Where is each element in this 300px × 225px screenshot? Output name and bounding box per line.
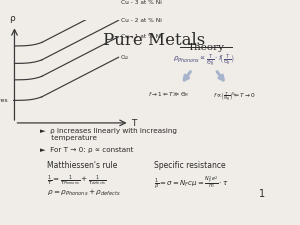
Text: $\frac{1}{\rho} = \sigma = N_F c\mu = \frac{N_F^2 e^2}{m} \cdot \tau$: $\frac{1}{\rho} = \sigma = N_F c\mu = \f… [154, 175, 229, 192]
Text: Theory: Theory [188, 43, 225, 52]
Text: Cu - 3 at % Ni: Cu - 3 at % Ni [121, 0, 162, 5]
Text: ►  For T → 0: ρ ∝ constant: ► For T → 0: ρ ∝ constant [40, 147, 133, 153]
Text: ρres: ρres [0, 98, 8, 103]
Text: Cu - 2 at % Ni: Cu - 2 at % Ni [121, 18, 162, 23]
Text: $\rho = \rho_{Phonons} + \rho_{defects}$: $\rho = \rho_{Phonons} + \rho_{defects}$ [47, 188, 121, 198]
Text: Matthiessen's rule: Matthiessen's rule [47, 161, 117, 170]
Text: Specific resistance: Specific resistance [154, 161, 225, 170]
Text: $f \to 1 \Leftarrow T \gg \Theta_R$: $f \to 1 \Leftarrow T \gg \Theta_R$ [148, 90, 190, 99]
Text: Cu - 1 at % Ni: Cu - 1 at % Ni [121, 34, 161, 39]
Text: $\frac{1}{\tau} = \frac{1}{\tau_{Phonons}} + \frac{1}{\tau_{defects}}$: $\frac{1}{\tau} = \frac{1}{\tau_{Phonons… [47, 173, 106, 188]
Text: T: T [130, 119, 136, 128]
Text: $f \propto \!\left(\frac{T}{\Theta_R}\right)^{\!5}\!\! \Leftarrow T \to 0$: $f \propto \!\left(\frac{T}{\Theta_R}\ri… [213, 90, 255, 103]
Text: ►  ρ increases linearly with increasing
     temperature: ► ρ increases linearly with increasing t… [40, 128, 177, 141]
Text: Cu: Cu [121, 55, 129, 60]
Text: ρ: ρ [9, 14, 15, 23]
Text: Pure Metals: Pure Metals [103, 32, 205, 49]
Text: 1: 1 [259, 189, 266, 198]
Text: $\rho_{Phonons} \propto \frac{T}{\Theta_R^2} \cdot f\!\left(\frac{T}{\Theta_R}\r: $\rho_{Phonons} \propto \frac{T}{\Theta_… [173, 52, 235, 69]
